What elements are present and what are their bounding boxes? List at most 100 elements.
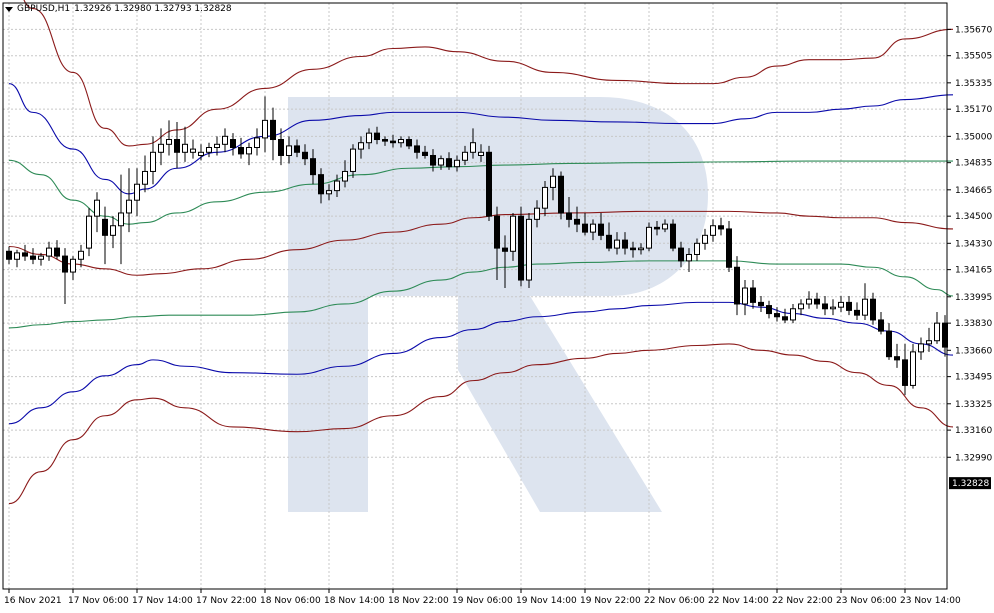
candle [742, 280, 748, 316]
candle-body-bull [662, 223, 668, 230]
candle-body-bear [6, 250, 12, 260]
candle-body-bull [334, 180, 340, 192]
x-tick-label: 22 Nov 22:00 [772, 596, 833, 606]
price-tag-box [949, 477, 991, 490]
candle [374, 126, 380, 145]
candle [54, 240, 60, 260]
candle-body-bull [526, 218, 532, 281]
candle-body-bear [270, 119, 276, 141]
candle [382, 136, 388, 146]
candle-body-bull [542, 186, 548, 209]
candle-body-bull [510, 215, 516, 252]
candle-body-bull [462, 151, 468, 161]
candle-body-bear [854, 309, 860, 316]
candle-body-bear [302, 151, 308, 160]
candle [142, 155, 148, 193]
ohlc-values: 1.32926 1.32980 1.32793 1.32828 [74, 4, 232, 14]
candle [86, 208, 92, 257]
candle-body-bear [758, 301, 764, 307]
candle [790, 303, 796, 324]
candle-body-bull [286, 145, 292, 156]
candle-body-bear [726, 228, 732, 268]
candle [670, 219, 676, 252]
candle [726, 220, 732, 273]
candle [582, 212, 588, 236]
candle-body-bear [446, 158, 452, 168]
candle-body-bull [590, 223, 596, 233]
candle-body-bear [734, 266, 740, 305]
candle-body-bear [278, 139, 284, 156]
candle [438, 155, 444, 170]
candle-body-bull [398, 139, 404, 144]
candle [926, 327, 932, 352]
collapse-triangle-icon[interactable] [5, 7, 13, 12]
candle-body-bull [910, 351, 916, 386]
candle [406, 136, 412, 150]
candle-body-bull [470, 142, 476, 153]
candle [870, 292, 876, 325]
candle-body-bear [502, 247, 508, 252]
candle-body-bear [846, 301, 852, 311]
x-tick-label: 18 Nov 22:00 [388, 596, 449, 606]
candle-body-bear [670, 223, 676, 249]
candle [862, 283, 868, 320]
candle-body-bull [134, 183, 140, 201]
candle [910, 343, 916, 389]
candle-body-bull [182, 143, 188, 153]
candle [934, 311, 940, 344]
candle-body-bull [694, 242, 700, 255]
candle [350, 144, 356, 178]
candle [102, 206, 108, 265]
candle [62, 248, 68, 304]
candlesticks [6, 96, 948, 395]
candle-body-bear [870, 298, 876, 321]
candle [214, 136, 220, 156]
candle [838, 296, 844, 312]
candle [854, 302, 860, 320]
candle [134, 168, 140, 217]
plot-frame [2, 2, 948, 590]
candle-body-bull [862, 298, 868, 316]
candle [558, 171, 564, 220]
candle [262, 96, 268, 153]
candle [422, 145, 428, 159]
candle [302, 144, 308, 166]
candle-body-bull [206, 147, 212, 153]
candle [366, 128, 372, 150]
candle [638, 243, 644, 255]
candle-body-bull [14, 252, 20, 260]
candle-body-bear [902, 359, 908, 386]
y-tick-label: 1.35335 [955, 79, 992, 89]
candle-body-bull [94, 199, 100, 217]
candle-body-bull [918, 343, 924, 353]
y-tick-label: 1.35170 [955, 105, 992, 115]
candle-body-bear [886, 330, 892, 358]
symbol-label: GBPUSD,H1 [17, 4, 71, 14]
candle [334, 174, 340, 198]
x-tick-label: 22 Nov 06:00 [644, 596, 705, 606]
candle [734, 256, 740, 316]
candle [542, 181, 548, 217]
candle [710, 219, 716, 242]
candle-body-bull [246, 147, 252, 155]
candle [822, 296, 828, 316]
candle-body-bear [230, 139, 236, 149]
time-axis: 16 Nov 2021 17 Nov 06:00 17 Nov 14:00 17 No… [4, 589, 961, 606]
candle-body-bear [822, 303, 828, 310]
candle [878, 311, 884, 335]
candle [342, 160, 348, 188]
candle-body-bear [582, 223, 588, 233]
candle-body-bear [406, 139, 412, 147]
candle-body-bull [838, 301, 844, 308]
candle-body-bull [742, 287, 748, 305]
candle [198, 144, 204, 161]
y-tick-label: 1.34665 [955, 186, 992, 196]
price-tag-label: 1.32828 [952, 479, 989, 489]
candle [598, 212, 604, 241]
candle-body-bull [614, 239, 620, 249]
band-lower-outer [8, 343, 954, 505]
candle-body-bear [894, 356, 900, 361]
candle [846, 296, 852, 316]
